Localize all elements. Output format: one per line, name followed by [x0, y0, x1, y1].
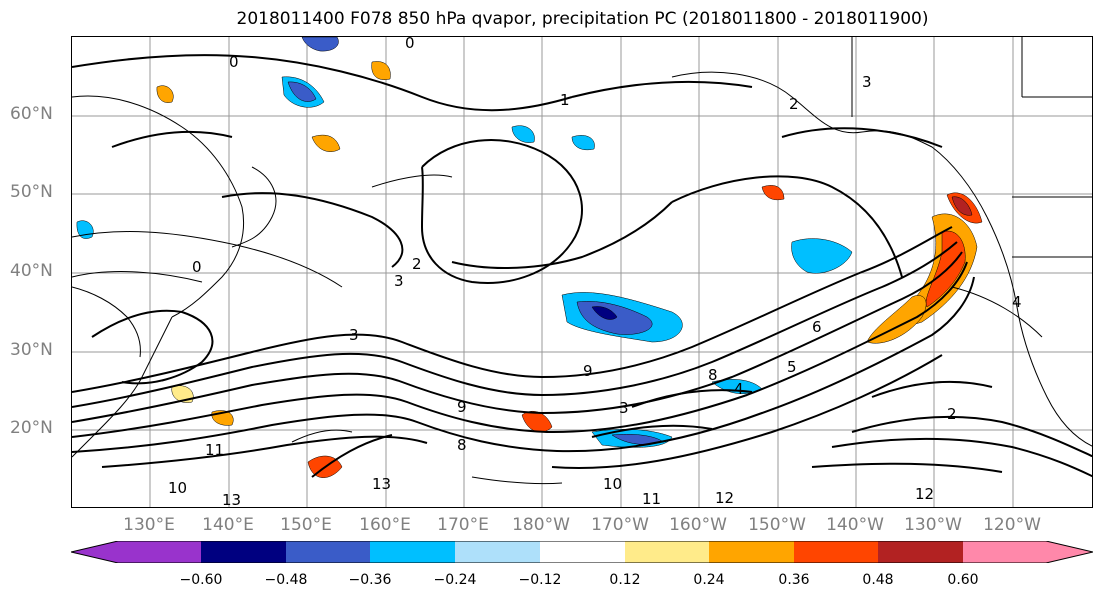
- lon-label: 130°E: [123, 515, 175, 535]
- colorbar: [71, 541, 1093, 563]
- colorbar-tick-label: 0.36: [778, 572, 810, 588]
- lat-label-40n: 40°N: [10, 261, 53, 281]
- map-title: 2018011400 F078 850 hPa qvapor, precipit…: [236, 9, 929, 29]
- contour-label: 1: [560, 91, 570, 109]
- contour-label: 10: [603, 475, 622, 493]
- contour-label: 12: [715, 489, 734, 507]
- colorbar-segment: [455, 541, 540, 563]
- colorbar-tick-label: 0.12: [609, 572, 641, 588]
- colorbar-segment: [625, 541, 709, 563]
- lon-label: 180°W: [512, 515, 570, 535]
- contour-labels: 0 0 0 1 2 2 2 3 3 3 3 4 4 5 6 8 8 9 9 10…: [168, 37, 1022, 508]
- lat-label-50n: 50°N: [10, 182, 53, 202]
- contour-label: 2: [947, 405, 957, 423]
- contour-label: 9: [583, 362, 593, 380]
- contour-label: 4: [1012, 293, 1022, 311]
- map-plot-area: 0 0 0 1 2 2 2 3 3 3 3 4 4 5 6 8 8 9 9 10…: [71, 36, 1093, 508]
- colorbar-segment: [201, 541, 286, 563]
- contour-label: 0: [405, 37, 415, 52]
- colorbar-segment: [540, 541, 625, 563]
- contour-label: 3: [349, 326, 359, 344]
- lon-label: 140°W: [826, 515, 884, 535]
- contour-label: 2: [412, 255, 422, 273]
- precip-anomaly-fills: [76, 37, 983, 478]
- contour-label: 3: [862, 73, 872, 91]
- contour-label: 6: [812, 318, 822, 336]
- lon-label: 130°W: [904, 515, 962, 535]
- contour-label: 0: [229, 53, 239, 71]
- lon-label: 160°E: [359, 515, 411, 535]
- contour-label: 13: [222, 491, 241, 508]
- lon-label: 140°E: [202, 515, 254, 535]
- coastlines: [72, 37, 1092, 458]
- colorbar-tick-label: −0.60: [179, 572, 223, 588]
- contour-label: 5: [787, 358, 797, 376]
- lon-label: 150°E: [280, 515, 332, 535]
- colorbar-segment: [286, 541, 370, 563]
- lon-label: 120°W: [983, 515, 1041, 535]
- lat-label-60n: 60°N: [10, 104, 53, 124]
- lon-label: 150°W: [748, 515, 806, 535]
- colorbar-segment: [878, 541, 963, 563]
- colorbar-tick-label: 0.24: [693, 572, 725, 588]
- contour-label: 11: [205, 441, 224, 459]
- contour-label: 13: [372, 475, 391, 493]
- contour-label: 8: [457, 436, 467, 454]
- contour-label: 12: [915, 485, 934, 503]
- contour-label: 3: [394, 272, 404, 290]
- colorbar-tick-label: 0.60: [947, 572, 979, 588]
- colorbar-segment: [794, 541, 878, 563]
- colorbar-segment: [71, 541, 201, 563]
- contour-label: 3: [619, 399, 629, 417]
- contour-label: 10: [168, 479, 187, 497]
- contour-label: 2: [789, 95, 799, 113]
- colorbar-tick-label: −0.24: [433, 572, 477, 588]
- lon-label: 160°W: [669, 515, 727, 535]
- contour-label: 9: [457, 398, 467, 416]
- colorbar-tick-label: −0.48: [264, 572, 308, 588]
- qvapor-contours: [72, 54, 1092, 478]
- colorbar-segment: [709, 541, 794, 563]
- colorbar-tick-label: −0.12: [518, 572, 562, 588]
- lon-label: 170°E: [437, 515, 489, 535]
- colorbar-tick-label: −0.36: [348, 572, 392, 588]
- qvapor-contours-thin: [72, 231, 1043, 485]
- colorbar-tick-label: 0.48: [862, 572, 894, 588]
- colorbar-segment: [370, 541, 455, 563]
- contour-label: 4: [734, 380, 744, 398]
- lat-label-20n: 20°N: [10, 418, 53, 438]
- lon-label: 170°W: [591, 515, 649, 535]
- contour-label: 8: [708, 366, 718, 384]
- contour-label: 11: [642, 490, 661, 508]
- colorbar-segment: [963, 541, 1093, 563]
- lat-label-30n: 30°N: [10, 340, 53, 360]
- contour-label: 0: [192, 258, 202, 276]
- map-canvas: 0 0 0 1 2 2 2 3 3 3 3 4 4 5 6 8 8 9 9 10…: [72, 37, 1092, 508]
